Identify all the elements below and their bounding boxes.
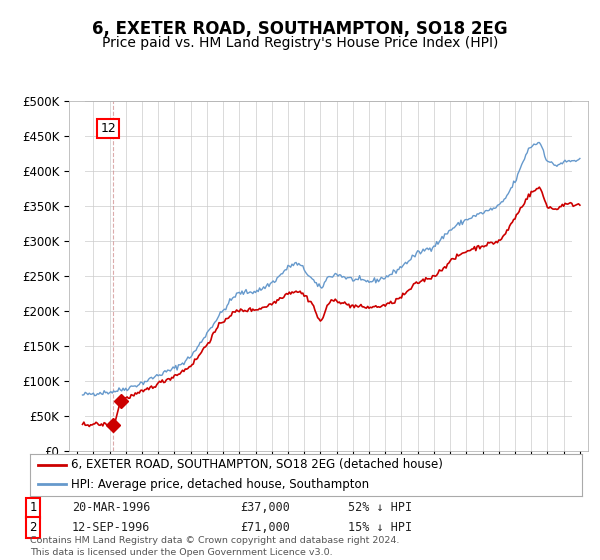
Text: HPI: Average price, detached house, Southampton: HPI: Average price, detached house, Sout… xyxy=(71,478,370,491)
Text: Price paid vs. HM Land Registry's House Price Index (HPI): Price paid vs. HM Land Registry's House … xyxy=(102,36,498,50)
Text: 1: 1 xyxy=(29,501,37,515)
Text: 12-SEP-1996: 12-SEP-1996 xyxy=(72,521,151,534)
Text: 6, EXETER ROAD, SOUTHAMPTON, SO18 2EG: 6, EXETER ROAD, SOUTHAMPTON, SO18 2EG xyxy=(92,20,508,38)
Text: 15% ↓ HPI: 15% ↓ HPI xyxy=(348,521,412,534)
Text: Contains HM Land Registry data © Crown copyright and database right 2024.
This d: Contains HM Land Registry data © Crown c… xyxy=(30,536,400,557)
Text: 2: 2 xyxy=(29,521,37,534)
Text: £71,000: £71,000 xyxy=(240,521,290,534)
Text: 6, EXETER ROAD, SOUTHAMPTON, SO18 2EG (detached house): 6, EXETER ROAD, SOUTHAMPTON, SO18 2EG (d… xyxy=(71,459,443,472)
Text: 20-MAR-1996: 20-MAR-1996 xyxy=(72,501,151,515)
Text: 52% ↓ HPI: 52% ↓ HPI xyxy=(348,501,412,515)
Bar xyxy=(572,101,588,451)
Bar xyxy=(69,101,85,451)
Text: 12: 12 xyxy=(100,122,116,136)
Text: £37,000: £37,000 xyxy=(240,501,290,515)
